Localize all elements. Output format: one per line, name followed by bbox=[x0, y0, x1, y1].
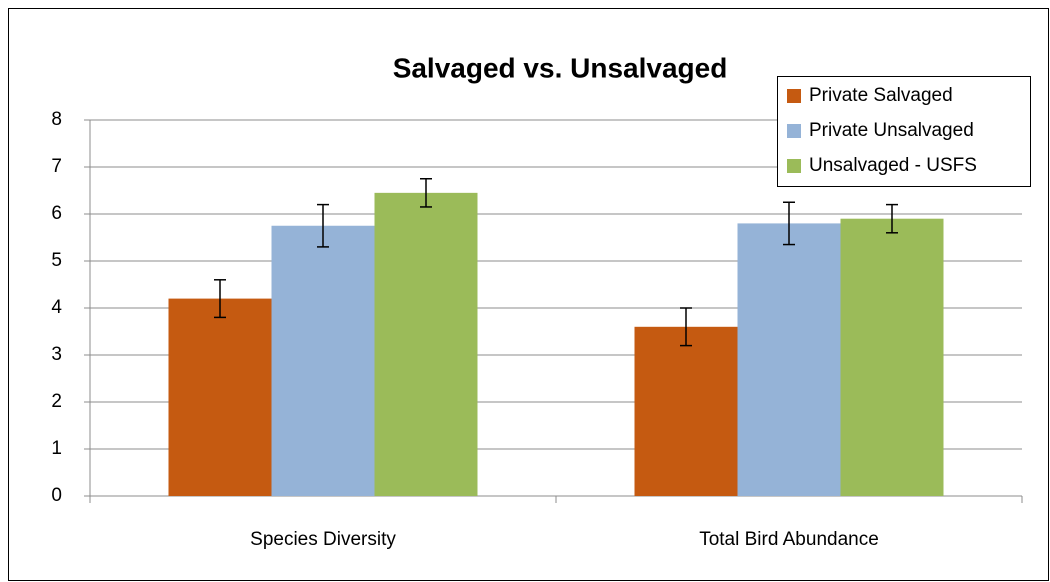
legend-label: Unsalvaged - USFS bbox=[809, 155, 977, 176]
y-tick-label: 1 bbox=[51, 438, 62, 459]
y-tick-label: 0 bbox=[51, 485, 62, 506]
y-tick-label: 6 bbox=[51, 203, 62, 224]
bar bbox=[634, 326, 738, 496]
y-tick-label: 2 bbox=[51, 391, 62, 412]
y-tick-label: 4 bbox=[51, 297, 62, 318]
y-tick-label: 7 bbox=[51, 156, 62, 177]
y-tick-label: 8 bbox=[51, 109, 62, 130]
chart-title: Salvaged vs. Unsalvaged bbox=[393, 52, 728, 83]
x-tick-label: Species Diversity bbox=[250, 529, 396, 550]
y-tick-label: 5 bbox=[51, 250, 62, 271]
bar bbox=[737, 223, 841, 496]
legend-swatch bbox=[787, 124, 801, 138]
legend-label: Private Salvaged bbox=[809, 85, 953, 106]
legend-swatch bbox=[787, 159, 801, 173]
bar bbox=[840, 218, 944, 496]
legend-swatch bbox=[787, 89, 801, 103]
bar bbox=[374, 192, 478, 496]
legend-label: Private Unsalvaged bbox=[809, 120, 974, 141]
legend-box bbox=[777, 76, 1031, 187]
bar bbox=[271, 225, 375, 496]
y-tick-label: 3 bbox=[51, 344, 62, 365]
x-tick-label: Total Bird Abundance bbox=[699, 529, 879, 550]
bar bbox=[168, 298, 272, 496]
